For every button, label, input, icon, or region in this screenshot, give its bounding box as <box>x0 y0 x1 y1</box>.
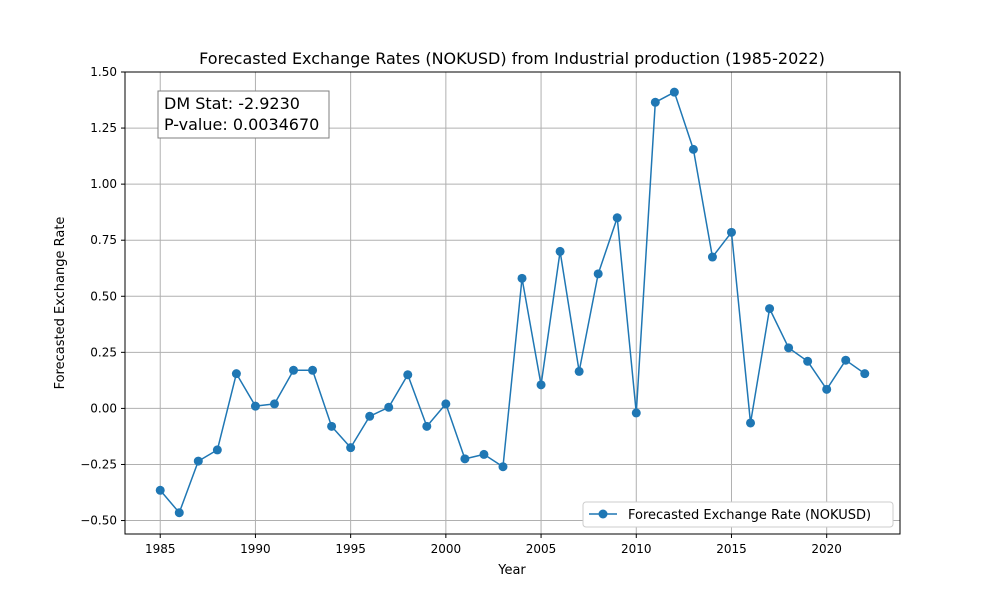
data-point <box>860 369 870 379</box>
y-tick-label: 1.25 <box>90 121 117 135</box>
p-value-text: P-value: 0.0034670 <box>164 115 319 134</box>
data-point <box>612 213 622 223</box>
data-point <box>460 454 470 464</box>
data-point <box>327 421 337 431</box>
data-point <box>822 384 832 394</box>
data-point <box>574 366 584 376</box>
data-point <box>688 144 698 154</box>
data-point <box>250 401 260 411</box>
series-line <box>159 91 866 514</box>
y-tick-label: −0.50 <box>80 514 117 528</box>
dm-stat-text: DM Stat: -2.9230 <box>164 94 300 113</box>
data-point <box>269 399 279 409</box>
legend-marker <box>598 509 608 519</box>
data-point <box>422 421 432 431</box>
data-point <box>441 399 451 409</box>
x-axis-label: Year <box>497 563 526 578</box>
data-point <box>308 365 318 375</box>
x-tick-label: 2005 <box>526 542 557 556</box>
y-tick-label: 0.00 <box>90 401 117 415</box>
legend-box <box>582 501 894 528</box>
data-point <box>784 343 794 353</box>
data-point <box>650 97 660 107</box>
x-tick-label: 1985 <box>145 542 176 556</box>
y-tick-label: −0.25 <box>80 457 117 471</box>
data-point <box>517 273 527 283</box>
legend-label: Forecasted Exchange Rate (NOKUSD) <box>628 508 871 523</box>
data-point <box>498 462 508 472</box>
x-tick-label: 2000 <box>431 542 462 556</box>
x-tick-label: 2010 <box>621 542 652 556</box>
legend: Forecasted Exchange Rate (NOKUSD) <box>582 501 894 528</box>
data-point <box>669 87 679 97</box>
y-tick-label: 1.00 <box>90 177 117 191</box>
data-point <box>365 411 375 421</box>
data-point <box>631 408 641 418</box>
x-tick-label: 1995 <box>335 542 366 556</box>
data-point <box>803 356 813 366</box>
data-point <box>384 402 394 412</box>
data-point <box>193 456 203 466</box>
data-point <box>174 508 184 518</box>
data-point <box>765 304 775 314</box>
y-tick-label: 0.25 <box>90 345 117 359</box>
grid <box>125 71 900 534</box>
data-point <box>403 370 413 380</box>
x-tick-label: 2015 <box>716 542 747 556</box>
x-tick-label: 1990 <box>240 542 271 556</box>
y-tick-label: 0.50 <box>90 289 117 303</box>
plot-frame <box>124 71 901 535</box>
y-axis: −0.50 −0.25 0.00 0.25 0.50 0.75 1.00 1.25 1.50 <box>80 65 125 528</box>
data-point <box>212 445 222 455</box>
data-point <box>593 269 603 279</box>
x-tick-label: 2020 <box>811 542 842 556</box>
stat-annotation-box <box>157 90 330 139</box>
data-point <box>707 252 717 262</box>
data-point <box>536 380 546 390</box>
data-point <box>555 246 565 256</box>
x-axis: 1985 1990 1995 2000 2005 2010 2015 2020 <box>145 534 842 556</box>
y-axis-label: Forecasted Exchange Rate <box>53 217 68 390</box>
data-point <box>155 485 165 495</box>
data-point <box>746 418 756 428</box>
data-point <box>726 227 736 237</box>
data-point <box>841 355 851 365</box>
data-point <box>289 365 299 375</box>
stat-annotation: DM Stat: -2.9230 P-value: 0.0034670 <box>157 90 330 139</box>
data-point <box>346 443 356 453</box>
chart-title: Forecasted Exchange Rates (NOKUSD) from … <box>199 49 825 68</box>
data-point <box>231 369 241 379</box>
y-tick-label: 0.75 <box>90 233 117 247</box>
y-tick-label: 1.50 <box>90 65 117 79</box>
series-layer <box>155 87 870 518</box>
data-point <box>479 449 489 459</box>
